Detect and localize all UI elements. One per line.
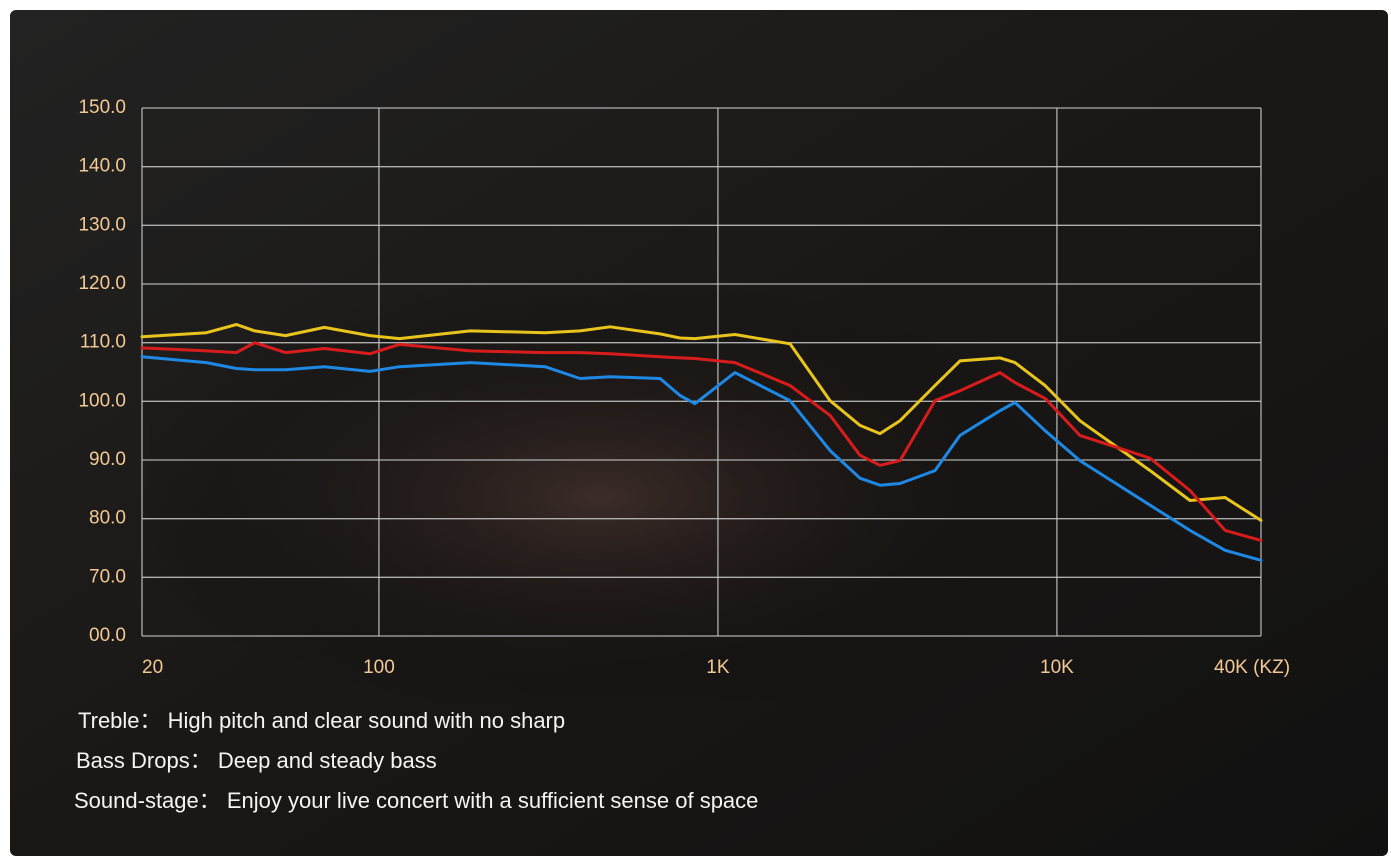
y-tick-label: 80.0	[89, 508, 126, 529]
y-tick-label: 140.0	[78, 156, 126, 177]
annotation: Bass Drops： Deep and steady bass	[76, 748, 437, 773]
y-tick-label: 150.0	[78, 97, 126, 118]
y-tick-label: 70.0	[89, 566, 126, 587]
x-tick-label: 40K (KZ)	[1214, 657, 1290, 678]
x-tick-label: 10K	[1040, 657, 1074, 678]
x-tick-label: 100	[363, 657, 395, 678]
y-tick-label: 130.0	[78, 214, 126, 235]
plot-area: 00.0 70.0 80.0 90.0 100.0 110.0 120.0 130.0 140.…	[78, 97, 1290, 678]
annotation: Treble： High pitch and clear sound with …	[78, 708, 565, 733]
backdrop-glow	[150, 250, 1150, 700]
x-tick-label: 1K	[706, 657, 730, 678]
y-tick-label: 110.0	[80, 332, 126, 353]
series-line	[140, 323, 1263, 522]
annotation: Sound-stage： Enjoy your live concert wit…	[74, 788, 758, 813]
y-tick-label: 00.0	[89, 625, 126, 646]
y-tick-label: 90.0	[89, 449, 126, 470]
y-tick-label: 100.0	[78, 390, 126, 411]
x-tick-label: 20	[142, 657, 163, 678]
series-line	[140, 341, 1263, 542]
y-tick-label: 120.0	[78, 273, 126, 294]
series-line	[140, 355, 1263, 562]
